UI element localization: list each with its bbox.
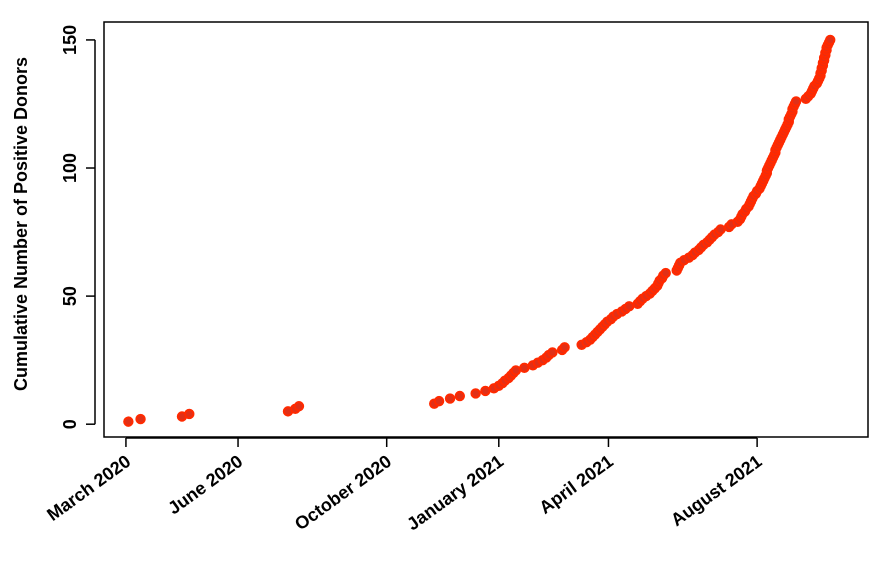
data-point bbox=[444, 393, 456, 404]
data-point bbox=[135, 413, 146, 425]
plot-border bbox=[103, 21, 869, 438]
x-tick-label: March 2020 bbox=[43, 451, 134, 525]
data-point bbox=[510, 365, 522, 376]
data-point bbox=[825, 34, 836, 46]
data-point bbox=[123, 416, 134, 427]
data-point bbox=[480, 385, 491, 397]
data-point bbox=[470, 388, 481, 399]
x-tick-label: October 2020 bbox=[291, 451, 395, 534]
data-point bbox=[623, 301, 635, 312]
x-tick-label: January 2021 bbox=[403, 451, 507, 534]
data-point bbox=[715, 224, 726, 235]
y-tick-label: 0 bbox=[60, 419, 80, 429]
y-tick-label: 150 bbox=[60, 25, 80, 55]
data-point bbox=[293, 401, 305, 412]
data-point bbox=[660, 267, 671, 279]
x-tick-label: June 2020 bbox=[164, 451, 246, 518]
y-axis: 0 50 100 150 bbox=[60, 25, 96, 429]
x-axis: March 2020 June 2020 October 2020 January 2… bbox=[43, 437, 765, 534]
data-point bbox=[433, 395, 445, 407]
data-point bbox=[547, 347, 558, 358]
x-tick-label: April 2021 bbox=[535, 451, 616, 518]
y-tick-label: 50 bbox=[60, 286, 80, 306]
y-axis-title: Cumulative Number of Positive Donors bbox=[11, 57, 31, 391]
data-point bbox=[454, 390, 466, 402]
data-points bbox=[123, 34, 836, 427]
x-tick-label: August 2021 bbox=[667, 451, 765, 530]
data-point bbox=[790, 96, 802, 107]
data-point bbox=[559, 342, 570, 353]
data-point bbox=[519, 362, 530, 374]
data-point bbox=[184, 408, 195, 420]
y-tick-label: 100 bbox=[60, 153, 80, 183]
